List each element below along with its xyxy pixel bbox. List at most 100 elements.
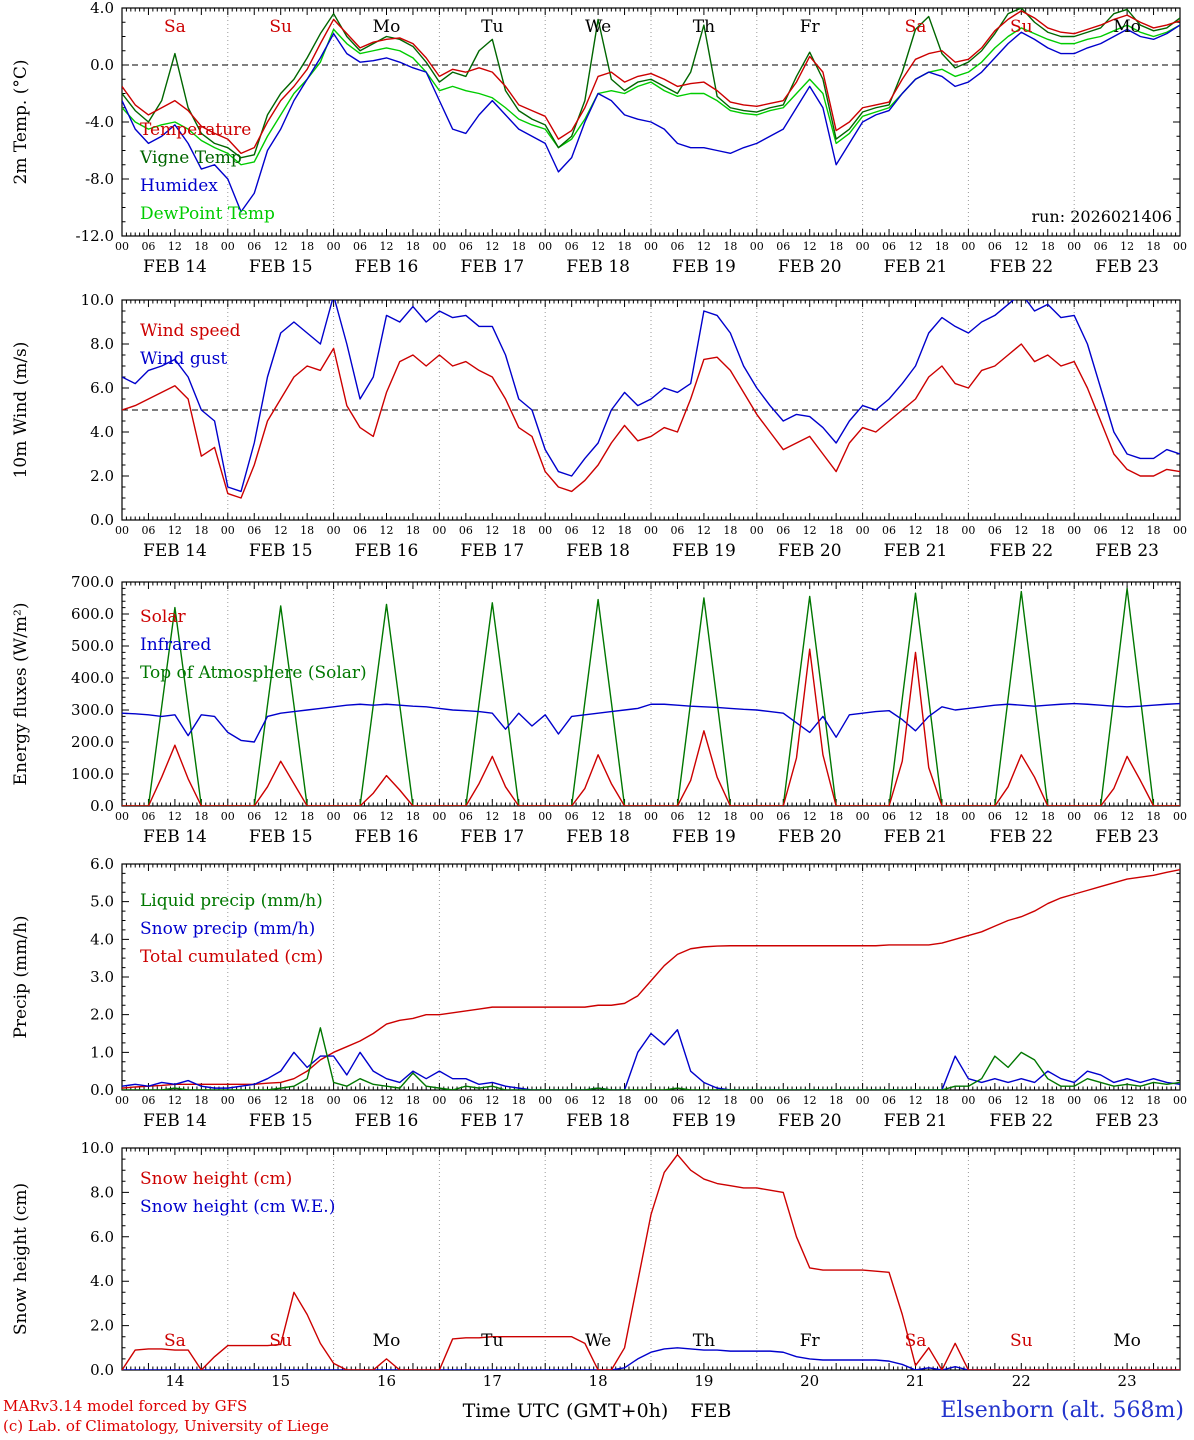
weekday-label: We: [585, 1331, 611, 1351]
hour-tick-label: 18: [512, 810, 526, 823]
hour-tick-label: 12: [697, 240, 711, 253]
day-number-label: 22: [1012, 1372, 1031, 1390]
y-tick-label: 0.0: [90, 56, 114, 74]
date-label: FEB 14: [143, 541, 207, 561]
hour-tick-label: 06: [353, 524, 367, 537]
hour-tick-label: 18: [300, 240, 314, 253]
hour-tick-label: 12: [274, 524, 288, 537]
date-label: FEB 16: [355, 257, 419, 277]
hour-tick-label: 00: [1067, 524, 1081, 537]
legend-item: Top of Atmosphere (Solar): [140, 663, 367, 683]
weekday-label: Fr: [800, 1331, 821, 1351]
hour-tick-label: 00: [644, 1094, 658, 1107]
date-label: FEB 14: [143, 1111, 207, 1131]
y-axis-title: 2m Temp. (°C): [11, 59, 31, 184]
date-label: FEB 22: [989, 827, 1053, 847]
legend-item: Temperature: [140, 120, 251, 140]
hour-tick-label: 12: [591, 524, 605, 537]
legend-item: Infrared: [140, 635, 211, 655]
date-label: FEB 17: [460, 827, 524, 847]
weekday-label: Th: [693, 1331, 715, 1351]
y-tick-label: 2.0: [90, 467, 114, 485]
day-number-label: 18: [589, 1372, 608, 1390]
station-label: Elsenborn (alt. 568m): [940, 1398, 1184, 1423]
y-axis-title: Snow height (cm): [11, 1183, 31, 1335]
hour-tick-label: 06: [565, 240, 579, 253]
hour-tick-label: 18: [723, 240, 737, 253]
hour-tick-label: 18: [618, 810, 632, 823]
hour-tick-label: 00: [115, 240, 129, 253]
hour-tick-label: 18: [723, 1094, 737, 1107]
day-number-label: 19: [694, 1372, 713, 1390]
legend-item: Snow precip (mm/h): [140, 919, 315, 939]
hour-tick-label: 18: [194, 524, 208, 537]
hour-tick-label: 12: [1014, 240, 1028, 253]
hour-tick-label: 18: [829, 240, 843, 253]
hour-tick-label: 06: [1094, 240, 1108, 253]
y-axis-title: Energy fluxes (W/m²): [11, 603, 31, 786]
series-group: [122, 587, 1180, 806]
hour-tick-label: 12: [591, 1094, 605, 1107]
weekday-label: Mo: [1113, 1331, 1141, 1351]
hour-tick-label: 12: [1120, 1094, 1134, 1107]
hour-tick-label: 06: [353, 240, 367, 253]
date-label: FEB 23: [1095, 1111, 1159, 1131]
hour-tick-label: 00: [1173, 524, 1187, 537]
hour-tick-label: 18: [300, 524, 314, 537]
hour-tick-label: 18: [406, 810, 420, 823]
hour-tick-label: 06: [565, 1094, 579, 1107]
hour-tick-label: 06: [141, 1094, 155, 1107]
y-tick-label: 700.0: [71, 573, 114, 591]
y-tick-label: 2.0: [90, 1006, 114, 1024]
series-top-of-atmosphere-solar: [122, 587, 1180, 806]
legend-item: Liquid precip (mm/h): [140, 891, 323, 911]
month-label: FEB: [690, 1400, 732, 1422]
series-snow-precip-mm-h: [122, 1029, 1180, 1090]
date-label: FEB 19: [672, 1111, 736, 1131]
hour-tick-label: 12: [274, 1094, 288, 1107]
hour-tick-label: 00: [221, 810, 235, 823]
hour-tick-label: 00: [856, 524, 870, 537]
hour-tick-label: 12: [697, 810, 711, 823]
y-tick-label: 10.0: [81, 291, 114, 309]
hour-tick-label: 12: [380, 810, 394, 823]
hour-tick-label: 06: [141, 240, 155, 253]
time-axis-label: Time UTC (GMT+0h): [462, 1400, 669, 1422]
hour-tick-label: 06: [988, 810, 1002, 823]
hour-tick-label: 00: [432, 810, 446, 823]
hour-tick-label: 12: [1120, 524, 1134, 537]
legend-item: Snow height (cm): [140, 1169, 292, 1189]
y-tick-label: 8.0: [90, 1183, 114, 1201]
series-humidex: [122, 24, 1180, 213]
hour-tick-label: 00: [221, 1094, 235, 1107]
date-label: FEB 18: [566, 827, 630, 847]
hour-tick-label: 12: [380, 1094, 394, 1107]
hour-tick-label: 18: [512, 524, 526, 537]
y-tick-label: -8.0: [85, 170, 114, 188]
legend-item: Wind speed: [140, 321, 241, 341]
date-label: FEB 15: [249, 541, 313, 561]
hour-tick-label: 00: [750, 524, 764, 537]
hour-tick-label: 06: [670, 240, 684, 253]
legend-item: Wind gust: [140, 349, 227, 369]
plot-frame: [121, 7, 1181, 237]
hour-tick-label: 00: [750, 1094, 764, 1107]
date-label: FEB 20: [778, 827, 842, 847]
energy-flux-panel: 700.0 600.0 500.0 400.0 300.0 200.0 100.0 0.0 En…: [11, 573, 1187, 847]
hour-tick-label: 00: [856, 810, 870, 823]
y-tick-label: 200.0: [71, 733, 114, 751]
y-tick-label: 100.0: [71, 765, 114, 783]
hour-tick-label: 00: [432, 1094, 446, 1107]
y-tick-label: -4.0: [85, 113, 114, 131]
day-number-label: 17: [483, 1372, 502, 1390]
y-tick-label: 2.0: [90, 1317, 114, 1335]
hour-tick-label: 12: [274, 810, 288, 823]
weekday-label: Su: [269, 17, 292, 37]
date-label: FEB 19: [672, 257, 736, 277]
hour-tick-label: 18: [1147, 1094, 1161, 1107]
day-gridlines: [227, 300, 1075, 520]
weekday-label: We: [585, 17, 611, 37]
hour-tick-label: 18: [829, 524, 843, 537]
y-axis-title: 10m Wind (m/s): [11, 342, 31, 479]
legend-item: Humidex: [140, 176, 218, 196]
